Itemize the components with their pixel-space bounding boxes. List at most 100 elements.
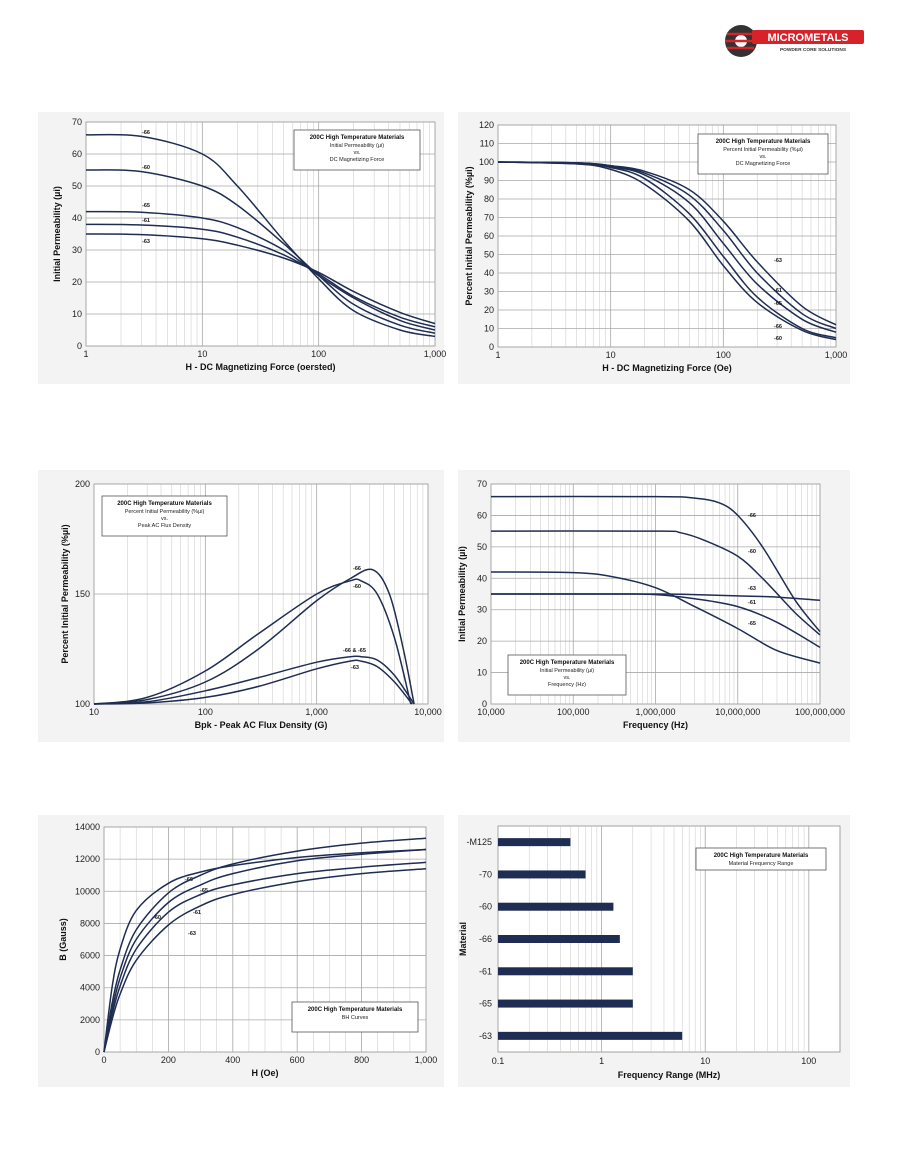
toroid-core-icon [725,25,757,57]
series-label: -66 [353,566,361,572]
y-tick-label: 200 [75,479,90,489]
x-tick-label: 10 [197,349,207,359]
series-label: -65 [142,203,150,209]
series-label: -63 [351,665,359,671]
x-tick-label: 600 [290,1055,305,1065]
x-tick-label: 200 [161,1055,176,1065]
y-tick-label: 120 [479,120,494,130]
series-line [103,848,427,1053]
x-tick-label: 10,000 [477,707,505,717]
legend-frame [293,129,421,171]
series-line [93,655,415,705]
micrometals-logo: MICROMETALS POWDER CORE SOLUTIONS [718,22,868,60]
chart-subtitle-line: BH Curves [342,1015,369,1021]
bar [498,902,614,911]
x-tick-label: 100 [311,349,326,359]
series-label: -60 [153,915,161,921]
series-label: -66 [142,130,150,136]
series-label: -63 [142,239,150,245]
chart-subtitle-line: DC Magnetizing Force [330,157,385,163]
series-line [85,233,436,325]
brand-banner [752,30,864,44]
chart-panel-bh-curves: 0 200 400 600 800 1,000 0 2000 4000 6000 8000 10000… [38,815,444,1087]
series-label: -61 [774,288,782,294]
y-tick-label: 50 [72,181,82,191]
chart-title: 200C High Temperature Materials [308,1007,403,1013]
series-line [103,861,427,1053]
y-tick-label: 20 [477,636,487,646]
y-tick-label: 60 [484,231,494,241]
series-label: -60 [748,549,756,555]
chart-legend-box: 200C High Temperature Materials Initial P… [293,129,421,171]
y-tick-label: 0 [489,342,494,352]
y-tick-label: 150 [75,589,90,599]
chart-panel-frequency-range: 0.1 1 10 100 -M125 -70 -60 -66 -61 -65 -63 Frequenc… [458,815,850,1087]
chart-panel-dc-percent-permeability: 1 10 100 1,000 0 10 20 30 40 50 60 70 80 90 100 110 120 H… [458,112,850,384]
y-tick-label: 0 [482,699,487,709]
x-tick-label: 100,000 [557,707,590,717]
y-axis-label: Initial Permeability (µi) [52,186,62,282]
chart-subtitle-line: Material Frequency Range [729,861,794,867]
chart-subtitle-line: Percent Initial Permeability (%µi) [723,147,803,153]
category-label: -61 [479,966,492,976]
series-line [85,223,436,328]
category-label: -66 [479,934,492,944]
y-tick-label: 60 [72,149,82,159]
chart-subtitle-line: Frequency (Hz) [548,682,586,688]
y-tick-label: 70 [484,213,494,223]
chart-title: 200C High Temperature Materials [310,135,405,141]
chart-frequency-range: 0.1 1 10 100 -M125 -70 -60 -66 -61 -65 -63 Frequenc… [458,825,841,1080]
y-tick-label: 10 [72,309,82,319]
x-tick-label: 100 [801,1056,816,1066]
x-axis-label: H - DC Magnetizing Force (oersted) [185,362,335,372]
y-tick-label: 70 [72,117,82,127]
bar [498,1031,683,1040]
chart-legend-box: 200C High Temperature Materials BH Curves [291,1001,419,1033]
chart-panel-dc-permeability: 1 10 100 1,000 0 10 20 30 40 50 60 70 H - DC Magneti… [38,112,446,384]
chart-dc-percent-permeability: 1 10 100 1,0000102030405060708090100110120H… [464,120,847,373]
x-tick-label: 10,000 [414,707,442,717]
x-axis-label: H (Oe) [252,1068,279,1078]
x-tick-label: 400 [225,1055,240,1065]
brand-name: MICROMETALS [767,32,848,44]
y-tick-label: 20 [72,277,82,287]
series-label: -65 [200,888,208,894]
y-tick-label: 14000 [75,822,100,832]
brand-tagline: POWDER CORE SOLUTIONS [780,47,847,53]
series-label: -66 [748,513,756,519]
y-tick-label: 10000 [75,886,100,896]
y-tick-label: 12000 [75,854,100,864]
legend-frame [697,133,829,175]
chart-title: 200C High Temperature Materials [117,501,212,507]
y-tick-label: 100 [75,699,90,709]
x-axis-label: Frequency Range (MHz) [618,1070,721,1080]
series-line [103,848,427,1053]
chart-frequency: 10,000 100,000 1,000,000 10,000,000 100,000,… [457,479,845,730]
x-tick-label: 100 [198,707,213,717]
y-tick-label: 40 [477,573,487,583]
x-tick-label: 1,000,000 [635,707,675,717]
y-tick-label: 10 [484,324,494,334]
series-line [85,210,436,331]
y-tick-label: 100 [479,157,494,167]
y-tick-label: 30 [477,605,487,615]
y-axis-label: B (Gauss) [58,918,68,961]
series-line [93,578,412,705]
chart-dc-permeability: 1 10 100 1,000 0 10 20 30 40 50 60 70 H - DC Magneti… [52,117,446,372]
series-label: -63 [188,931,196,937]
y-tick-label: 6000 [80,951,100,961]
chart-legend-box: 200C High Temperature Materials Percent I… [101,495,228,537]
series-line [490,530,821,636]
chart-title: 200C High Temperature Materials [520,660,615,666]
x-axis-label: Frequency (Hz) [623,720,688,730]
series-line [497,161,837,341]
x-tick-label: 0.1 [492,1056,505,1066]
chart-subtitle-line: Initial Permeability (µi) [540,668,594,674]
x-tick-label: 10 [606,350,616,360]
bar [498,999,633,1008]
chart-panel-ac-flux: 10 100 1,000 10,000 100 150 200 Bpk - Peak AC F… [38,470,444,742]
chart-subtitle-line: vs. [353,150,361,156]
chart-subtitle-line: DC Magnetizing Force [736,161,791,167]
y-axis-label: Percent Initial Permeability (%µi) [464,166,474,305]
